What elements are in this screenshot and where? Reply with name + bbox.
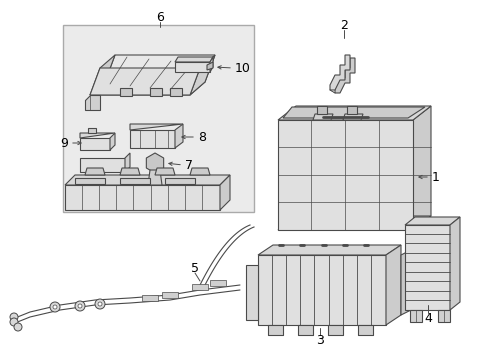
Bar: [120, 88, 132, 96]
Bar: [192, 284, 207, 290]
Bar: [346, 106, 356, 114]
Polygon shape: [85, 95, 100, 110]
Polygon shape: [125, 153, 130, 172]
Text: 5: 5: [191, 261, 199, 274]
Polygon shape: [385, 245, 400, 325]
Circle shape: [50, 302, 60, 312]
Polygon shape: [148, 170, 162, 185]
Polygon shape: [267, 325, 283, 335]
Polygon shape: [190, 55, 215, 95]
Polygon shape: [312, 114, 332, 120]
Circle shape: [14, 323, 22, 331]
Polygon shape: [245, 265, 258, 320]
Polygon shape: [357, 325, 372, 335]
Polygon shape: [278, 106, 430, 120]
Polygon shape: [175, 57, 213, 62]
Polygon shape: [327, 325, 342, 335]
Polygon shape: [65, 175, 229, 185]
Polygon shape: [110, 133, 115, 150]
Polygon shape: [206, 62, 213, 70]
Text: 9: 9: [60, 136, 68, 149]
Text: 2: 2: [339, 18, 347, 32]
Polygon shape: [258, 245, 400, 255]
Bar: [209, 280, 225, 286]
Bar: [437, 310, 449, 322]
Bar: [150, 88, 162, 96]
Polygon shape: [175, 124, 183, 148]
Polygon shape: [105, 55, 215, 82]
Polygon shape: [146, 153, 163, 173]
Polygon shape: [90, 68, 200, 95]
Polygon shape: [334, 58, 354, 93]
Polygon shape: [297, 325, 312, 335]
Text: 1: 1: [431, 171, 439, 184]
Bar: [120, 178, 150, 184]
Polygon shape: [120, 168, 140, 175]
Bar: [278, 120, 412, 230]
Bar: [409, 310, 421, 322]
Polygon shape: [190, 168, 209, 175]
Polygon shape: [85, 168, 105, 175]
Polygon shape: [404, 217, 459, 225]
Bar: [63, 25, 253, 212]
Polygon shape: [80, 138, 110, 150]
Polygon shape: [155, 168, 175, 175]
Polygon shape: [220, 175, 229, 210]
Polygon shape: [209, 57, 213, 72]
Polygon shape: [90, 55, 115, 95]
Text: 8: 8: [198, 131, 205, 144]
Polygon shape: [449, 217, 459, 310]
Polygon shape: [283, 107, 424, 118]
Polygon shape: [65, 185, 220, 210]
Bar: [162, 292, 178, 298]
Text: 6: 6: [156, 10, 163, 23]
Circle shape: [98, 302, 102, 306]
Polygon shape: [88, 128, 96, 133]
Polygon shape: [278, 216, 430, 230]
Polygon shape: [329, 55, 349, 90]
Text: 4: 4: [423, 311, 431, 324]
Polygon shape: [258, 255, 385, 325]
Polygon shape: [342, 114, 362, 120]
Bar: [316, 106, 326, 114]
Bar: [75, 178, 105, 184]
Polygon shape: [80, 158, 125, 172]
Circle shape: [78, 304, 82, 308]
Circle shape: [95, 299, 105, 309]
Bar: [142, 295, 158, 301]
Circle shape: [53, 305, 57, 309]
Bar: [170, 88, 182, 96]
Text: 7: 7: [184, 158, 193, 171]
Polygon shape: [400, 250, 410, 315]
Polygon shape: [130, 124, 183, 130]
Bar: [404, 225, 449, 310]
Polygon shape: [90, 82, 204, 95]
Text: 3: 3: [315, 333, 323, 346]
Circle shape: [10, 313, 18, 321]
Circle shape: [75, 301, 85, 311]
Bar: [164, 178, 195, 184]
Circle shape: [10, 318, 18, 326]
Polygon shape: [412, 106, 430, 230]
Polygon shape: [80, 133, 115, 138]
Text: 10: 10: [235, 62, 250, 75]
Polygon shape: [175, 62, 209, 72]
Polygon shape: [130, 130, 175, 148]
